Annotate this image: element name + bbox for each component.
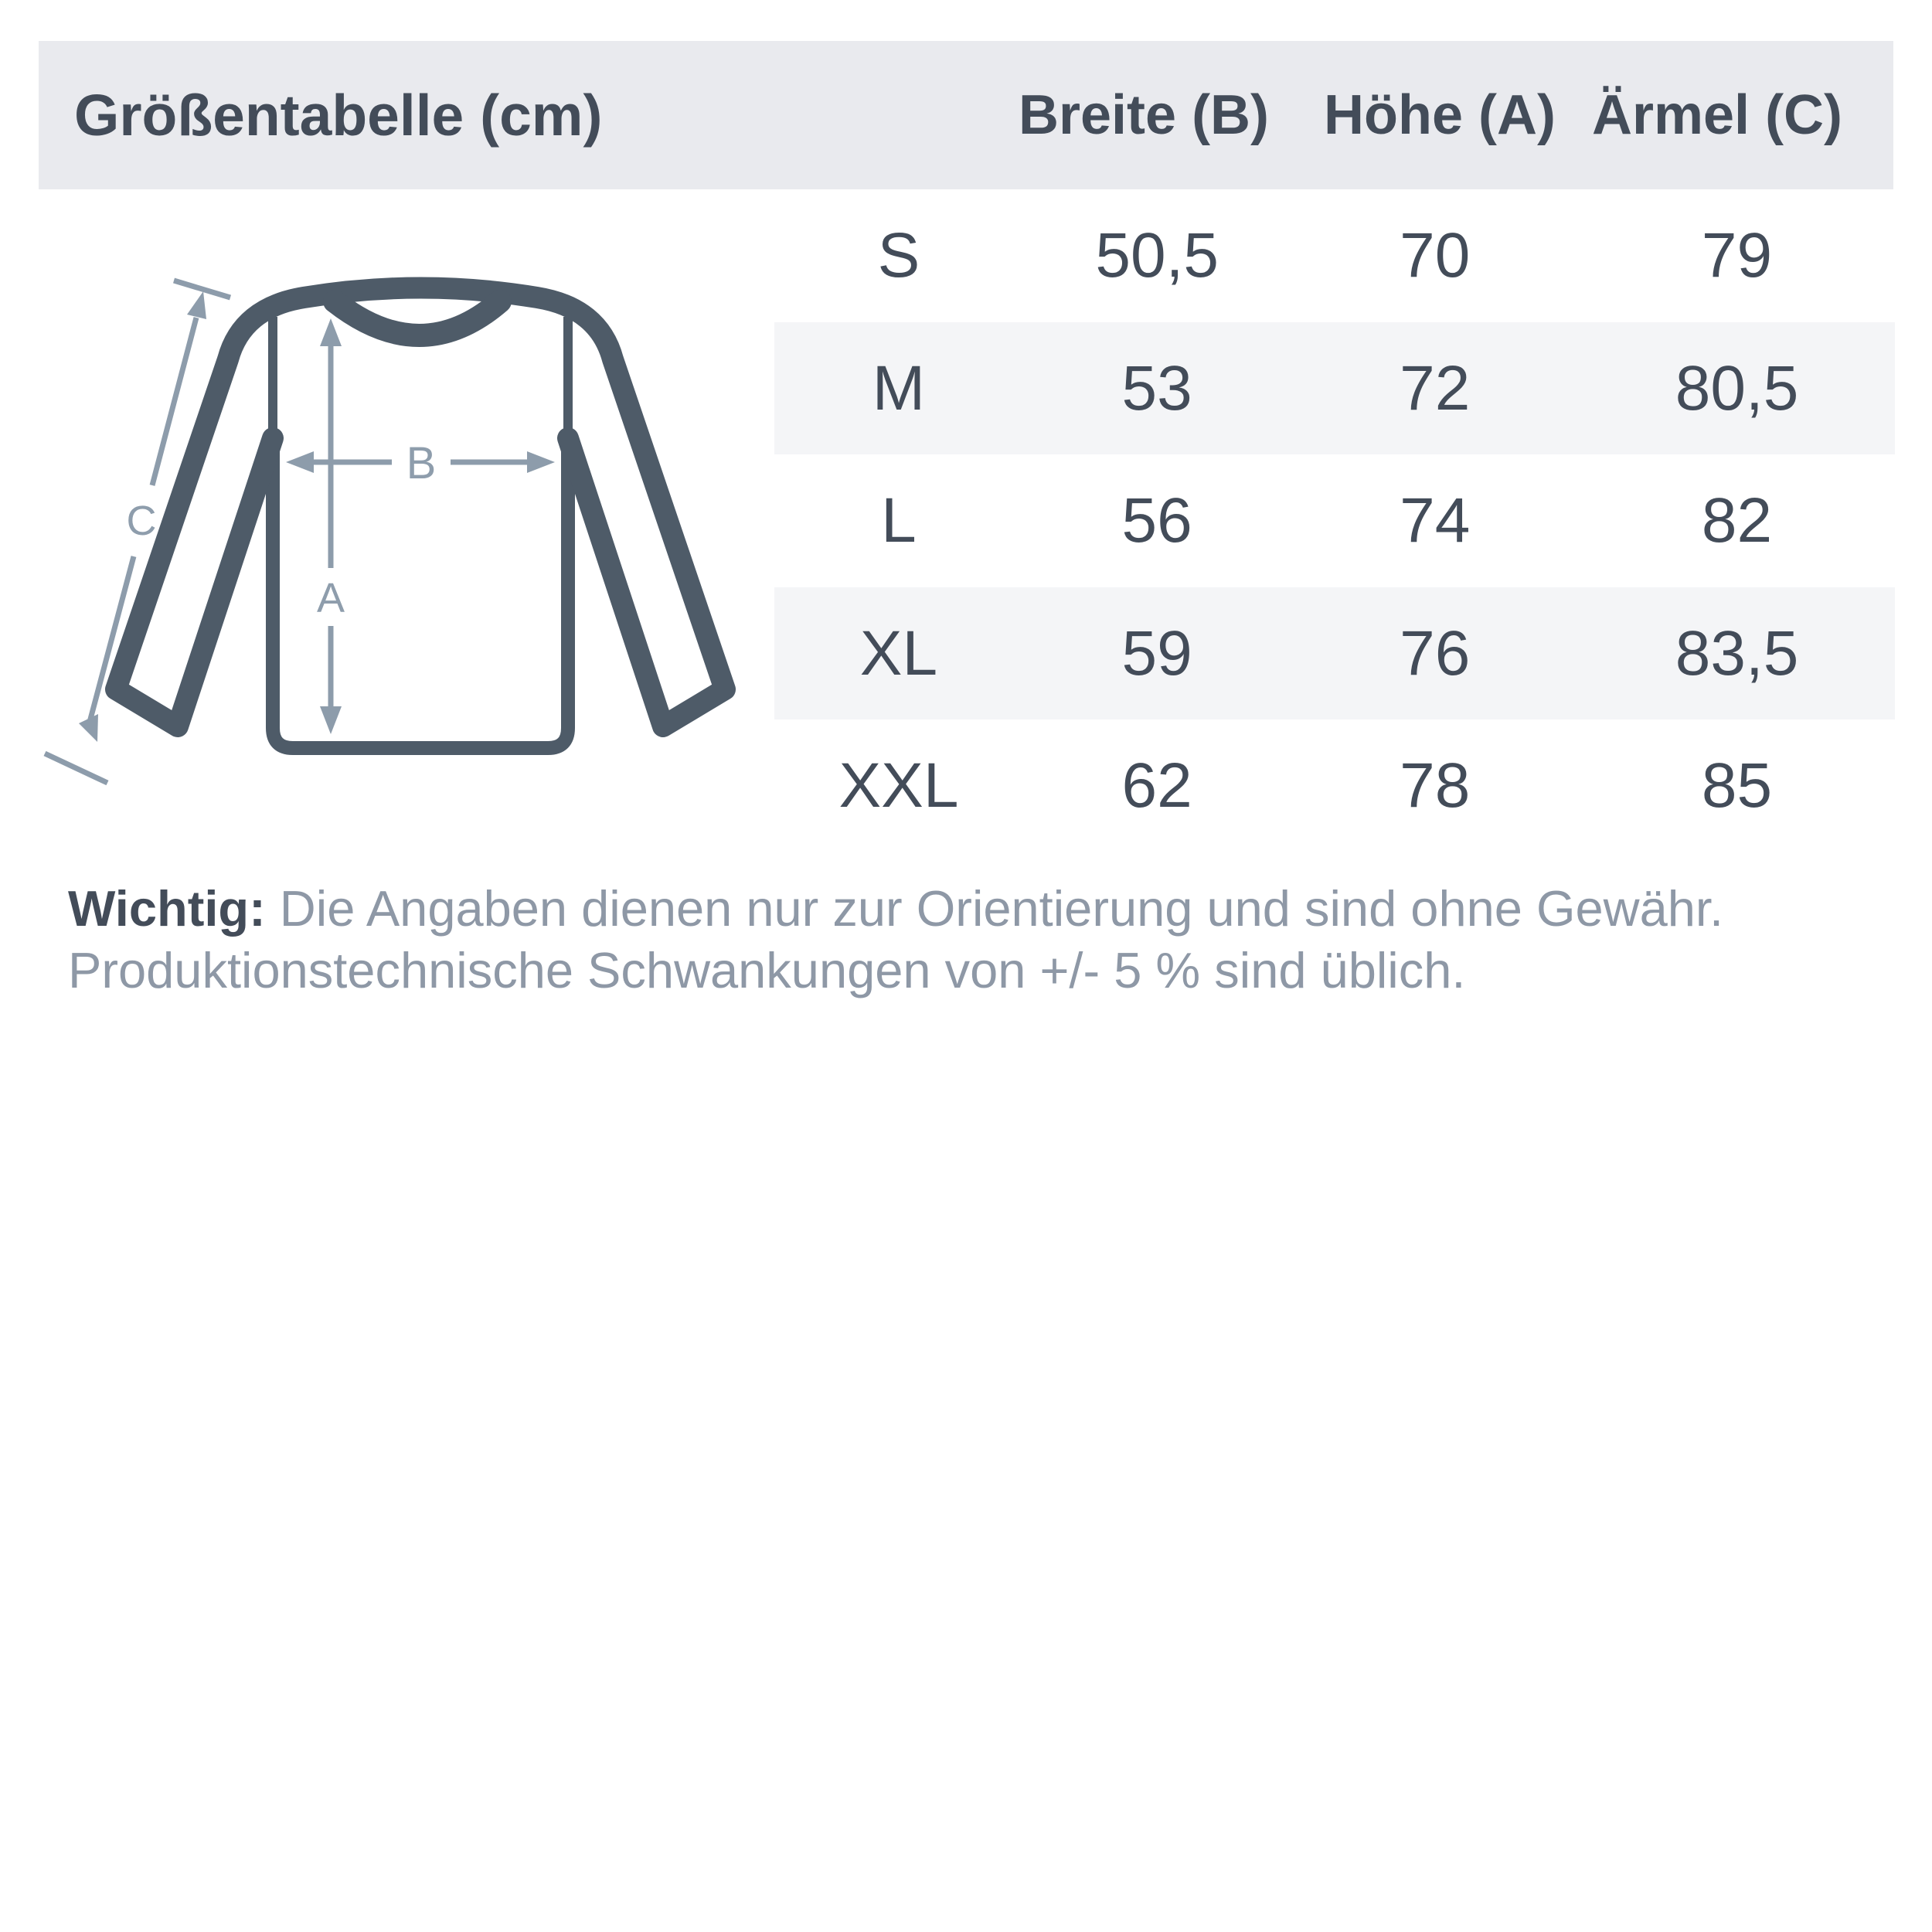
- aermel-value: 80,5: [1675, 352, 1799, 423]
- note-line-1-text: Die Angaben dienen nur zur Orientierung …: [265, 880, 1724, 937]
- breite-value: 62: [1121, 750, 1192, 821]
- size-table-title: Größentabelle (cm): [74, 83, 603, 148]
- arrow-up-right-icon: [187, 291, 206, 319]
- table-row-xxl: XXL 62 78 85: [774, 719, 1895, 852]
- label-b: B: [406, 438, 437, 488]
- measurement-arrow-b: B: [286, 438, 555, 488]
- aermel-value: 85: [1701, 750, 1773, 821]
- aermel-value: 83,5: [1675, 617, 1799, 689]
- dimension-tick-bottom: [43, 750, 109, 786]
- sweater-measurement-diagram: A B C: [43, 277, 736, 786]
- table-row-xl: XL 59 76 83,5: [774, 587, 1895, 720]
- breite-value: 56: [1121, 485, 1192, 556]
- aermel-value: 82: [1701, 485, 1773, 556]
- size-label: M: [872, 352, 926, 423]
- size-label: L: [881, 485, 917, 556]
- table-row-l: L 56 74 82: [774, 454, 1895, 587]
- column-header-breite: Breite (B): [1018, 84, 1270, 146]
- table-row-m: M 53 72 80,5: [774, 321, 1895, 455]
- hoehe-value: 70: [1400, 220, 1471, 291]
- note-important-label: Wichtig:: [68, 880, 266, 937]
- arrow-down-icon: [320, 706, 342, 734]
- dimension-tick-top: [172, 277, 232, 301]
- breite-value: 53: [1121, 352, 1192, 423]
- table-row-s: S 50,5 70 79: [774, 189, 1895, 322]
- collar-band: [323, 290, 512, 347]
- sweater-sleeves-outline: [105, 277, 736, 737]
- column-header-aermel: Ärmel (C): [1591, 84, 1843, 146]
- size-label: XXL: [838, 750, 959, 821]
- table-header-band: Größentabelle (cm) Breite (B) Höhe (A) Ä…: [39, 41, 1893, 189]
- measurement-arrow-c: C: [43, 277, 232, 786]
- column-header-hoehe: Höhe (A): [1324, 84, 1556, 146]
- arrow-right-icon: [527, 451, 555, 473]
- arrow-down-left-icon: [79, 714, 98, 742]
- breite-value: 50,5: [1095, 220, 1219, 291]
- label-c: C: [127, 498, 157, 544]
- aermel-value: 79: [1701, 220, 1773, 291]
- note-line-1: Wichtig: Die Angaben dienen nur zur Orie…: [68, 878, 1869, 940]
- hoehe-value: 76: [1400, 617, 1471, 689]
- breite-value: 59: [1121, 617, 1192, 689]
- label-a: A: [317, 575, 345, 621]
- sweater-body-outline: [266, 430, 575, 755]
- arrow-left-icon: [286, 451, 314, 473]
- note-line-2: Produktionstechnische Schwankungen von +…: [68, 942, 1466, 998]
- size-table-rows: S 50,5 70 79 M 53 72 80,5 L 56 74 82 XL …: [774, 189, 1895, 852]
- hoehe-value: 78: [1400, 750, 1471, 821]
- disclaimer-note: Wichtig: Die Angaben dienen nur zur Orie…: [68, 878, 1869, 1002]
- hoehe-value: 72: [1400, 352, 1471, 423]
- size-label: S: [877, 220, 920, 291]
- size-label: XL: [859, 617, 938, 689]
- arrow-up-icon: [320, 318, 342, 346]
- hoehe-value: 74: [1400, 485, 1471, 556]
- measurement-arrow-a: A: [317, 318, 345, 734]
